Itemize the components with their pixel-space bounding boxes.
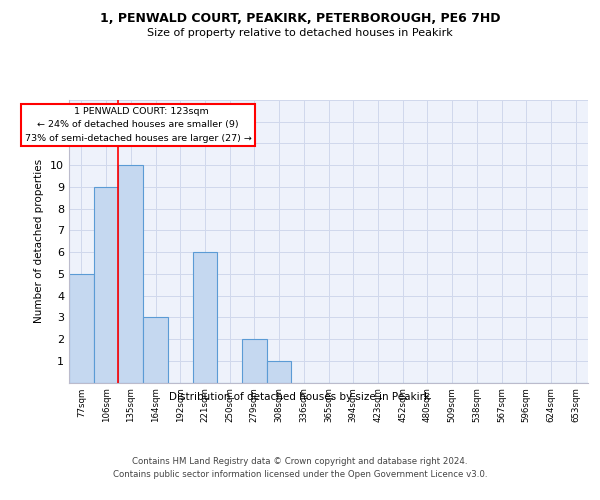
Text: Contains HM Land Registry data © Crown copyright and database right 2024.
Contai: Contains HM Land Registry data © Crown c… [113,458,487,479]
Bar [69,274,94,382]
Bar [143,318,168,382]
Bar [267,361,292,382]
Bar [118,165,143,382]
Text: 1 PENWALD COURT: 123sqm
← 24% of detached houses are smaller (9)
73% of semi-det: 1 PENWALD COURT: 123sqm ← 24% of detache… [25,108,251,142]
Text: Size of property relative to detached houses in Peakirk: Size of property relative to detached ho… [147,28,453,38]
Bar [193,252,217,382]
Text: 1, PENWALD COURT, PEAKIRK, PETERBOROUGH, PE6 7HD: 1, PENWALD COURT, PEAKIRK, PETERBOROUGH,… [100,12,500,26]
Bar [242,339,267,382]
Text: Distribution of detached houses by size in Peakirk: Distribution of detached houses by size … [169,392,431,402]
Bar [94,187,118,382]
Y-axis label: Number of detached properties: Number of detached properties [34,159,44,324]
